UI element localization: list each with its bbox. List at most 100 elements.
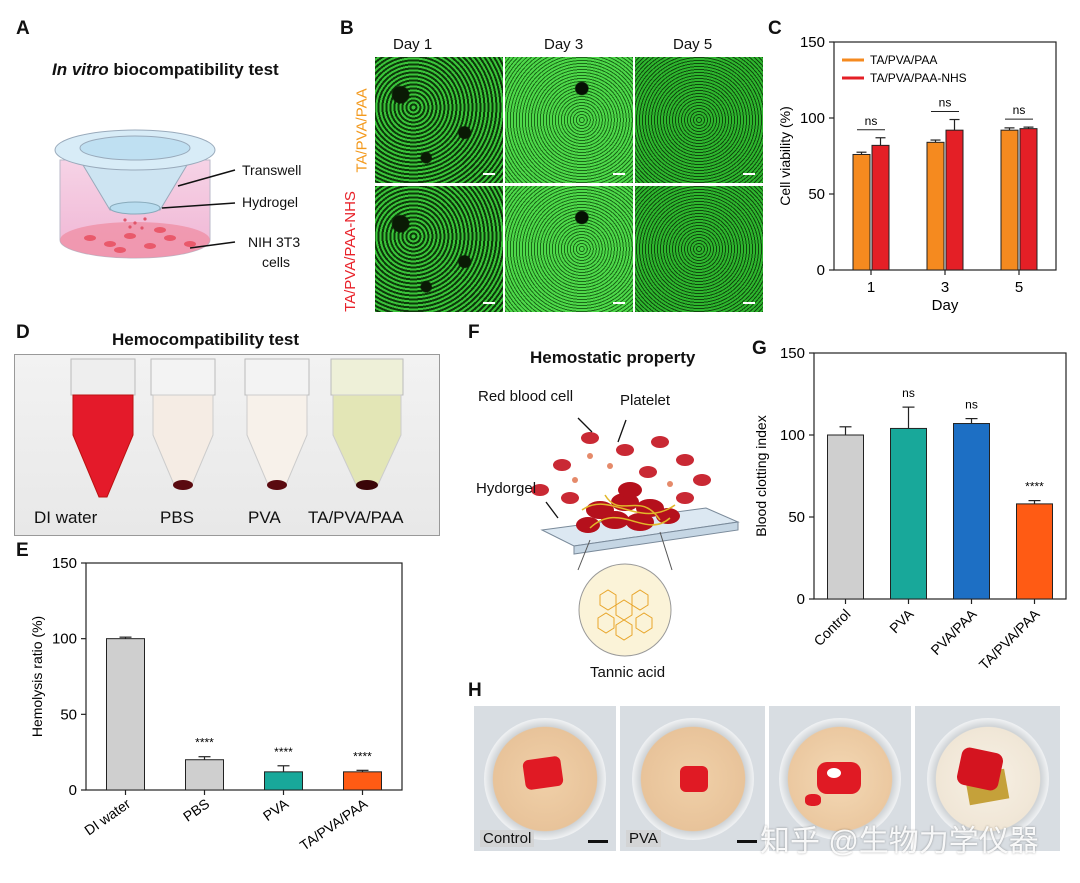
micrograph-r1-day5 bbox=[634, 56, 764, 184]
label-nih3t3: NIH 3T3 bbox=[248, 234, 301, 250]
label-transwell: Transwell bbox=[242, 162, 302, 178]
panel-letter-b: B bbox=[340, 18, 354, 39]
dish-photo-ta-pva-paa bbox=[915, 706, 1060, 851]
panel-letter-a: A bbox=[16, 18, 30, 39]
y-tick-label: 0 bbox=[817, 262, 825, 279]
label-tannic-acid: Tannic acid bbox=[590, 664, 666, 681]
plot-frame bbox=[85, 562, 403, 791]
scale-bar bbox=[588, 840, 608, 843]
y-tick-label: 150 bbox=[52, 555, 77, 572]
label-cells: cells bbox=[262, 254, 291, 270]
label-hydrogel: Hydrogel bbox=[242, 194, 299, 210]
col-day1: Day 1 bbox=[393, 36, 433, 53]
panel-letter-f: F bbox=[468, 322, 480, 343]
label-hydorgel: Hydorgel bbox=[476, 480, 537, 497]
x-tick-label: PBS bbox=[180, 795, 212, 824]
y-tick-label: 100 bbox=[52, 631, 77, 648]
panel-letter-d: D bbox=[16, 322, 30, 343]
y-axis-label: Hemolysis ratio (%) bbox=[29, 616, 45, 737]
bar bbox=[1019, 128, 1038, 271]
dish-photo-pva: PVA bbox=[620, 706, 765, 851]
bar bbox=[827, 434, 864, 600]
row-label-ta-pva-paa: TA/PVA/PAA bbox=[353, 88, 371, 173]
significance-label: **** bbox=[274, 745, 293, 759]
significance-label: **** bbox=[353, 749, 372, 763]
chart-e-hemolysis: 0 50 100 150 Hemolysis ratio (%) DI water PBS *… bbox=[29, 555, 403, 854]
tube-illustration bbox=[70, 358, 404, 498]
significance-label: **** bbox=[195, 736, 214, 750]
transwell-diagram bbox=[54, 129, 236, 259]
x-tick-label: Control bbox=[810, 606, 853, 649]
bar bbox=[185, 759, 224, 791]
panel-d-title: Hemocompatibility test bbox=[112, 330, 300, 349]
panel-letter-c: C bbox=[768, 18, 782, 39]
col-day3: Day 3 bbox=[544, 36, 584, 53]
significance-label: ns bbox=[965, 398, 978, 412]
bar bbox=[106, 638, 145, 791]
hemostasis-diagram bbox=[531, 417, 740, 657]
y-tick-label: 150 bbox=[780, 345, 805, 362]
micrograph-r2-day1 bbox=[374, 185, 504, 313]
legend-label: TA/PVA/PAA-NHS bbox=[870, 71, 967, 85]
panel-a-title: In vitro biocompatibility test bbox=[52, 60, 279, 80]
y-tick-label: 50 bbox=[60, 706, 77, 723]
significance-label: ns bbox=[902, 386, 915, 400]
x-tick-label: TA/PVA/PAA bbox=[297, 795, 371, 854]
y-tick-label: 100 bbox=[800, 110, 825, 127]
dish-photo-pva-paa bbox=[769, 706, 911, 851]
micrograph-r1-day1 bbox=[374, 56, 504, 184]
x-tick-label: TA/PVA/PAA bbox=[976, 605, 1043, 672]
plot-frame bbox=[813, 352, 1067, 600]
bar bbox=[945, 129, 964, 271]
tube-label-di-water: DI water bbox=[34, 508, 98, 527]
panel-letter-h: H bbox=[468, 680, 482, 701]
dish-photo-control: Control bbox=[474, 706, 616, 851]
watermark: 知乎 @生物力学仪器 bbox=[760, 825, 1039, 858]
panel-letter-e: E bbox=[16, 540, 29, 561]
chart-c-cell-viability: 0 50 100 150 Cell viability (%) 1 ns 3 ns 5 ns Day T… bbox=[777, 34, 1057, 314]
micrograph-r2-day3 bbox=[504, 185, 634, 313]
tube-label-pbs: PBS bbox=[160, 508, 195, 527]
significance-label: ns bbox=[939, 96, 952, 110]
bar bbox=[1000, 129, 1019, 271]
significance-label: ns bbox=[865, 114, 878, 128]
y-axis-label: Cell viability (%) bbox=[777, 106, 793, 206]
tube-label-ta-pva-paa: TA/PVA/PAA bbox=[308, 508, 404, 527]
y-tick-label: 50 bbox=[808, 186, 825, 203]
label-red-blood-cell: Red blood cell bbox=[478, 388, 574, 405]
bar bbox=[890, 427, 927, 600]
bar bbox=[953, 423, 990, 600]
bar bbox=[264, 771, 303, 791]
significance-label: ns bbox=[1013, 103, 1026, 117]
x-tick-label: 5 bbox=[1015, 279, 1023, 296]
y-tick-label: 50 bbox=[788, 509, 805, 526]
x-tick-label: PVA bbox=[260, 795, 292, 824]
label-platelet: Platelet bbox=[620, 392, 671, 409]
tube-photo bbox=[14, 354, 440, 536]
panel-a-title-italic: In vitro bbox=[52, 60, 109, 79]
tube-label-pva: PVA bbox=[248, 508, 281, 527]
bar bbox=[343, 771, 382, 791]
x-tick-label: 1 bbox=[867, 279, 875, 296]
significance-label: **** bbox=[1025, 480, 1044, 494]
scale-bar bbox=[737, 840, 757, 843]
x-tick-label: PVA/PAA bbox=[927, 605, 980, 658]
bar bbox=[1016, 503, 1053, 600]
x-tick-label: PVA bbox=[886, 605, 917, 636]
panel-f-title: Hemostatic property bbox=[530, 348, 696, 367]
legend-label: TA/PVA/PAA bbox=[870, 53, 937, 67]
panel-letter-g: G bbox=[752, 338, 767, 359]
x-axis-label: Day bbox=[932, 297, 959, 314]
tube-ta-pva-paa bbox=[330, 358, 404, 490]
bar bbox=[871, 144, 890, 271]
micrograph-r1-day3 bbox=[504, 56, 634, 184]
panel-a-title-rest: biocompatibility test bbox=[108, 60, 279, 79]
tube-di-water bbox=[70, 358, 136, 498]
dish-label-control: Control bbox=[480, 830, 535, 847]
y-tick-label: 0 bbox=[69, 782, 77, 799]
col-day5: Day 5 bbox=[673, 36, 713, 53]
chart-g-blood-clotting: 0 50 100 150 Blood clotting index Control PVA n… bbox=[753, 345, 1067, 673]
x-tick-label: DI water bbox=[81, 795, 133, 838]
bar bbox=[852, 153, 871, 271]
y-axis-label: Blood clotting index bbox=[753, 415, 769, 536]
